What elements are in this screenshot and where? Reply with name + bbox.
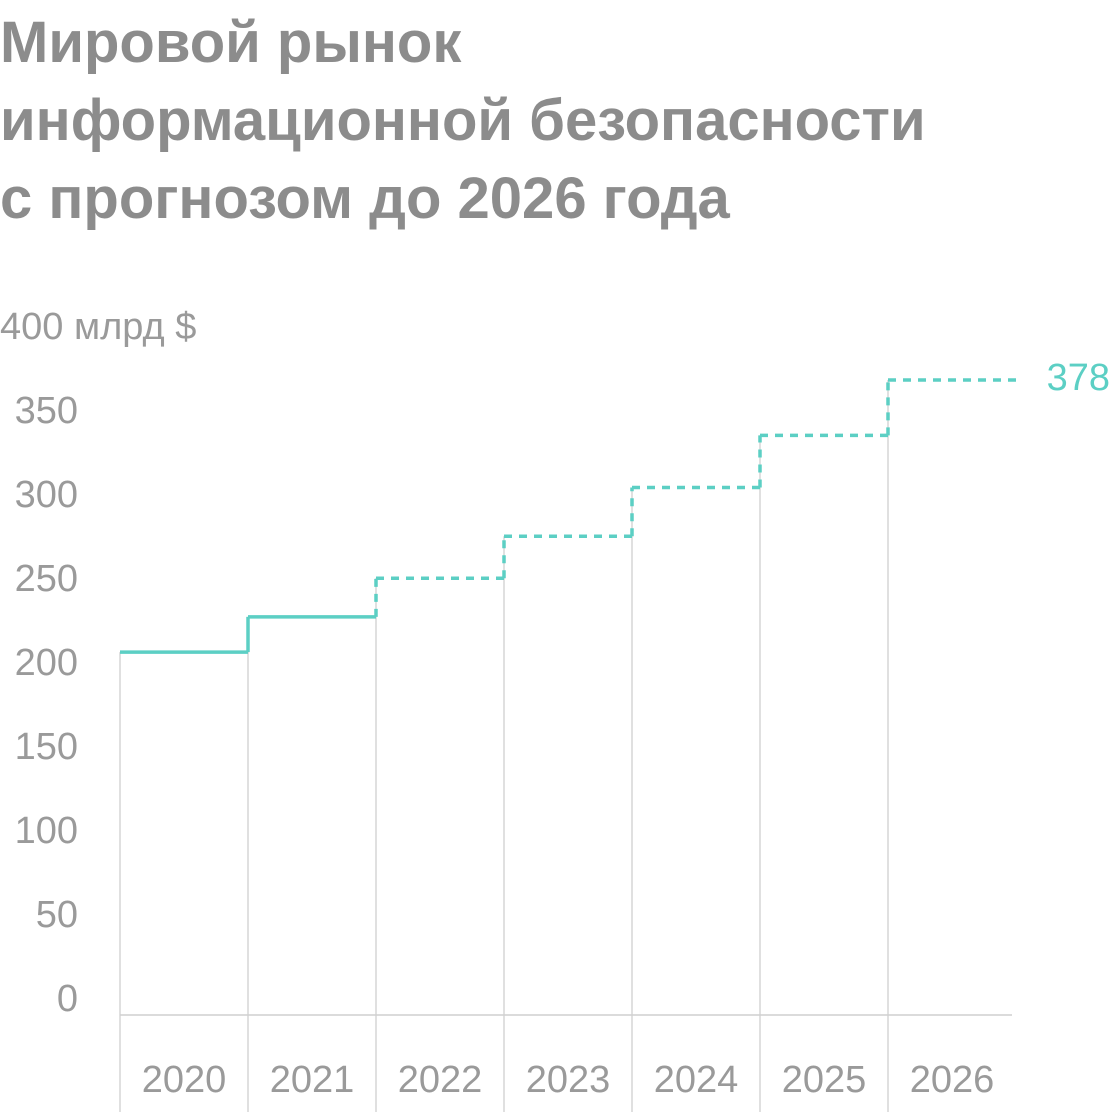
chart-title: с прогнозом до 2026 года — [0, 166, 731, 231]
x-tick-label: 2020 — [142, 1059, 227, 1101]
x-tick-label: 2026 — [910, 1059, 995, 1101]
y-tick-label: 300 — [15, 474, 78, 516]
y-tick-label: 400 млрд $ — [0, 306, 196, 348]
x-tick-label: 2024 — [654, 1059, 739, 1101]
y-tick-label: 50 — [36, 894, 78, 936]
y-tick-label: 100 — [15, 810, 78, 852]
y-tick-label: 350 — [15, 390, 78, 432]
y-tick-label: 0 — [57, 978, 78, 1020]
x-tick-label: 2025 — [782, 1059, 867, 1101]
chart-title: информационной безопасности — [0, 88, 926, 153]
value-label: 378 — [1047, 357, 1110, 399]
y-tick-label: 200 — [15, 642, 78, 684]
y-tick-label: 250 — [15, 558, 78, 600]
x-tick-label: 2022 — [398, 1059, 483, 1101]
chart-title: Мировой рынок — [0, 10, 462, 75]
x-tick-label: 2021 — [270, 1059, 355, 1101]
y-tick-label: 150 — [15, 726, 78, 768]
x-tick-label: 2023 — [526, 1059, 611, 1101]
